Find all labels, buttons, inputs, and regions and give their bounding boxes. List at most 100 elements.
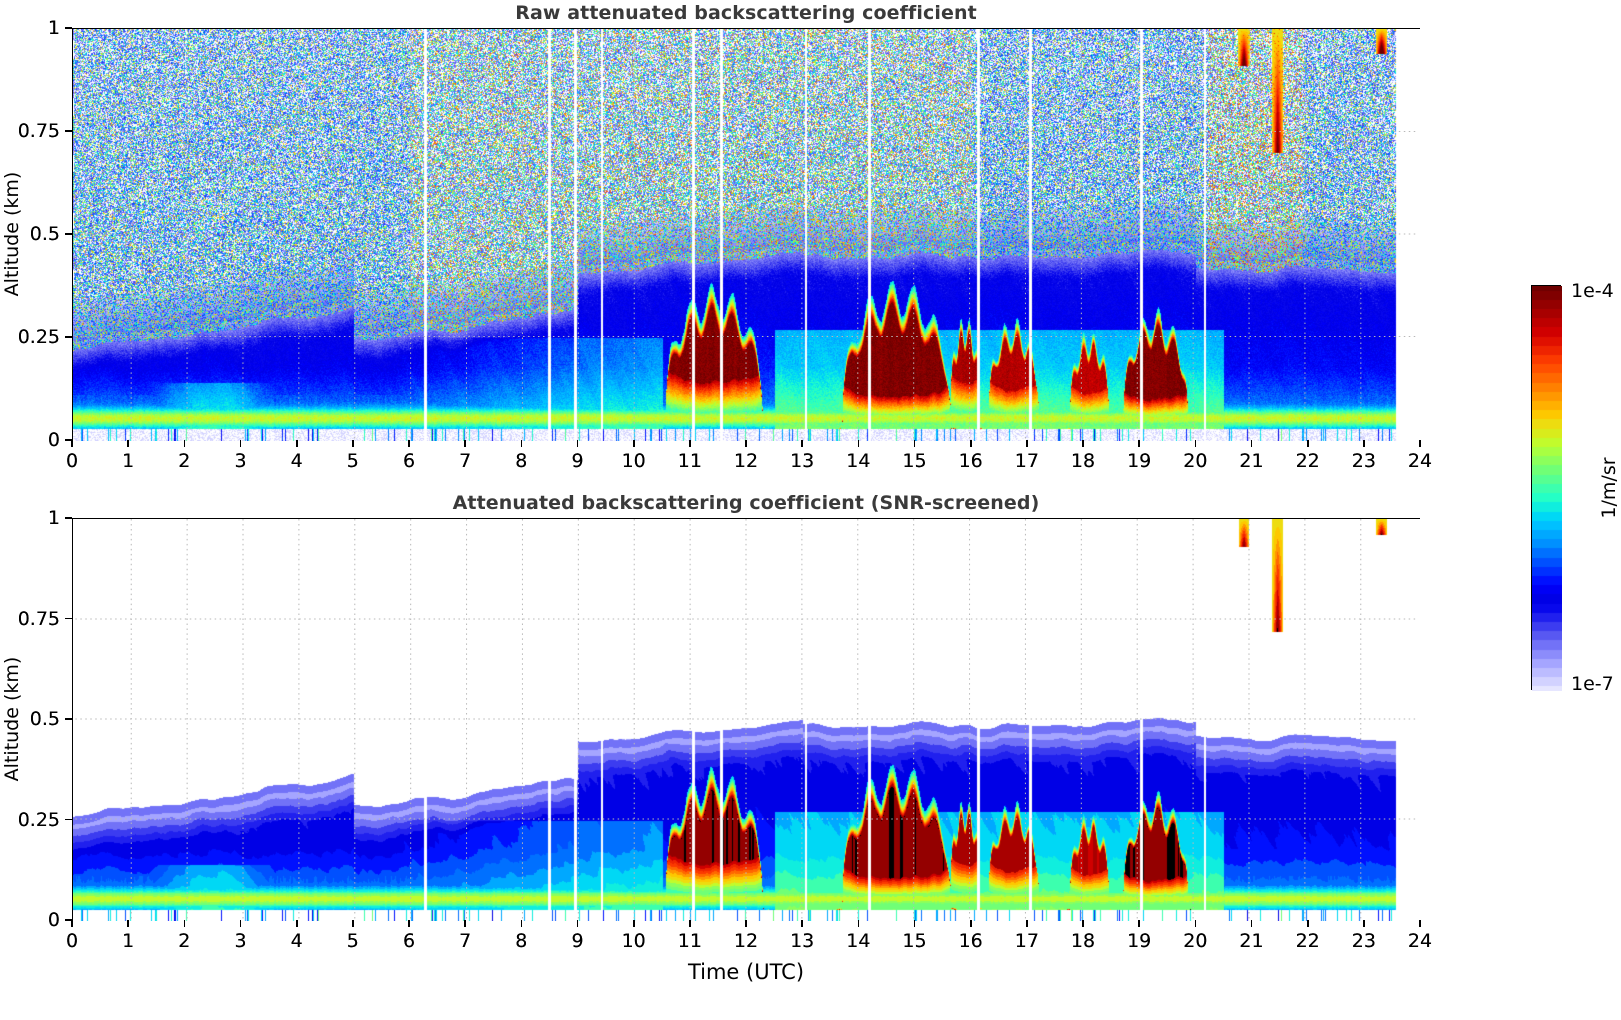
x-tick-label: 3 [234, 930, 247, 952]
x-tick-label: 1 [122, 450, 135, 472]
x-tick-label: 17 [1014, 930, 1039, 952]
x-tick-label: 12 [733, 930, 759, 952]
x-tick-label: 15 [902, 450, 927, 472]
y-tickmark [65, 27, 72, 29]
x-tickmark [857, 920, 860, 927]
x-tick-label: 8 [515, 930, 528, 952]
x-tickmark [239, 920, 242, 927]
x-tick-label: 5 [346, 930, 359, 952]
x-tick-label: 8 [515, 450, 528, 472]
y-tick-label: 1 [47, 17, 60, 39]
x-tickmark [689, 920, 691, 927]
x-tick-label: 8 [515, 450, 528, 472]
x-tick-label: 17 [1014, 450, 1039, 472]
x-tick-label: 4 [290, 450, 303, 472]
y-tickmark [65, 130, 72, 132]
x-tick-label: 10 [621, 930, 646, 952]
y-tick-label: 0.5 [29, 708, 60, 730]
x-tickmark [745, 440, 747, 447]
x-tickmark [857, 440, 860, 447]
x-tickmark [1194, 440, 1197, 447]
x-tickmark [71, 920, 73, 927]
x-tick-label: 24 [1407, 450, 1433, 472]
y-tickmark [65, 919, 72, 921]
x-tickmark [1419, 920, 1421, 927]
x-tickmark [1138, 920, 1141, 927]
x-tick-label: 9 [571, 450, 584, 472]
y-tick-label: 0.5 [29, 708, 60, 730]
y-tickmark [65, 336, 72, 338]
x-tick-label: 13 [790, 450, 815, 472]
x-tick-label: 2 [178, 450, 191, 472]
x-tick-label: 3 [234, 930, 247, 952]
x-tick-label: 18 [1070, 930, 1096, 952]
x-tick-label: 6 [402, 450, 416, 472]
x-tickmark [745, 920, 747, 927]
x-tick-label: 5 [346, 450, 359, 472]
x-tick-label: 14 [846, 930, 871, 952]
x-tick-label: 23 [1351, 930, 1376, 952]
x-tickmark [1138, 440, 1141, 447]
y-tick-label: 0.5 [29, 223, 60, 245]
x-tick-label: 21 [1239, 930, 1264, 952]
x-tickmark [632, 440, 635, 447]
x-tickmark [801, 440, 804, 447]
x-tick-label: 7 [459, 930, 472, 952]
y-tickmark [65, 617, 72, 620]
x-tick-label: 5 [346, 930, 359, 952]
x-tick-label: 17 [1014, 930, 1039, 952]
x-tickmark [408, 920, 410, 927]
y-tickmark [65, 439, 72, 441]
x-tickmark [239, 440, 242, 447]
colorbar-tick-min: 1e-7 [1571, 673, 1614, 695]
x-tick-label: 10 [621, 450, 646, 472]
y-tick-label: 0 [47, 429, 60, 451]
x-tick-label: 18 [1070, 930, 1096, 952]
x-tickmark [520, 440, 523, 447]
x-tick-label: 24 [1407, 930, 1433, 952]
x-tickmark [464, 920, 467, 927]
x-tick-label: 0 [65, 930, 79, 952]
x-tick-label: 13 [790, 450, 815, 472]
x-tick-label: 8 [515, 930, 528, 952]
y-tick-label: 0.25 [17, 808, 60, 831]
y-tick-label: 0.75 [17, 120, 60, 142]
x-tick-label: 19 [1127, 930, 1152, 952]
x-tick-label: 6 [402, 930, 416, 952]
x-tick-label: 9 [571, 930, 584, 952]
x-tick-label: 11 [677, 930, 702, 952]
x-tickmark [1026, 440, 1028, 447]
x-tick-label: 10 [621, 930, 646, 952]
heatmap-axes-screened [72, 518, 1421, 921]
x-tick-label: 21 [1239, 450, 1264, 472]
y-tick-label: 1 [47, 507, 60, 529]
y-tick-label: 0 [47, 909, 60, 931]
x-tick-label: 19 [1127, 930, 1152, 952]
y-tick-label: 1 [47, 507, 60, 529]
x-tick-label: 13 [790, 930, 815, 952]
x-tick-label: 20 [1183, 450, 1208, 472]
x-tickmark [1082, 440, 1084, 447]
x-tickmark [352, 920, 354, 927]
x-tick-label: 14 [846, 450, 871, 472]
x-tickmark [295, 440, 298, 447]
x-tick-label: 20 [1183, 930, 1208, 952]
x-tick-label: 0 [65, 930, 79, 952]
x-tick-label: 16 [958, 930, 983, 952]
x-tick-label: 11 [677, 450, 702, 472]
y-tick-label: 0 [47, 909, 60, 931]
x-tick-label: 4 [290, 930, 303, 952]
x-tickmark [183, 920, 186, 927]
x-tickmark [71, 440, 73, 447]
x-tick-label: 13 [790, 930, 815, 952]
x-tick-label: 20 [1183, 930, 1208, 952]
x-tick-label: 9 [571, 930, 584, 952]
x-tick-label: 14 [846, 930, 871, 952]
x-tickmark [520, 920, 523, 927]
x-tick-label: 16 [958, 450, 983, 472]
x-tick-label: 15 [902, 450, 927, 472]
panel-title-raw: Raw attenuated backscattering coefficien… [515, 2, 977, 24]
x-tickmark [1306, 440, 1309, 447]
x-tickmark [1419, 440, 1421, 447]
x-tickmark [689, 440, 691, 447]
